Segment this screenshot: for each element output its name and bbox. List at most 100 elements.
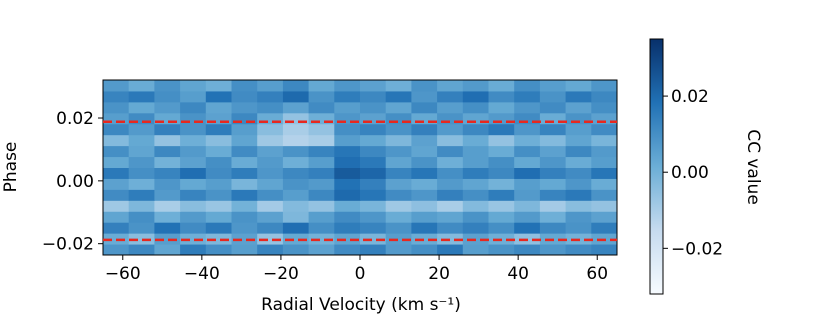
heatmap-cell [488,200,515,212]
heatmap-cell [514,200,541,212]
heatmap-cell [128,134,155,147]
heatmap-cell [462,134,489,147]
x-tick-label: −60 [105,264,141,284]
heatmap-cell [360,244,387,256]
heatmap-cell [411,200,438,212]
colorbar-tick-label: 0.02 [671,87,709,107]
heatmap-cell [591,156,618,168]
heatmap-cell [360,222,387,234]
heatmap-cell [514,178,541,190]
heatmap-cell [103,80,130,92]
heatmap-cell [385,244,412,256]
heatmap-cell [154,123,181,136]
heatmap-cell [385,80,412,92]
heatmap-cell [514,211,541,223]
heatmap-cell [308,90,335,103]
heatmap-cell [539,101,567,114]
heatmap-cell [128,233,155,245]
y-tick-label: 0.02 [56,109,94,129]
heatmap-cell [231,90,258,103]
heatmap-cell [437,211,464,223]
heatmap-cell [514,134,541,147]
heatmap-cell [565,80,592,92]
heatmap-cell [205,134,232,147]
heatmap-cell [539,189,567,201]
heatmap-cell [591,134,618,147]
heatmap-cell [462,145,489,158]
heatmap-cell [154,145,181,158]
heatmap-cell [539,134,567,147]
heatmap-cell [360,200,387,212]
heatmap-cell [308,211,335,223]
heatmap-cell [103,156,130,168]
heatmap-cell [231,145,258,158]
heatmap-cell [334,167,361,179]
heatmap-cell [514,167,541,179]
heatmap-cell [565,178,592,190]
heatmap-cell [308,156,335,168]
heatmap-cell [437,101,464,114]
heatmap-cell [411,178,438,190]
heatmap-cell [462,178,489,190]
heatmap-cell [488,123,515,136]
heatmap-cell [360,178,387,190]
heatmap-cell [539,90,567,103]
heatmap-cell [154,244,181,256]
heatmap-cell [565,222,592,234]
heatmap-cell [257,123,284,136]
heatmap-cell [128,145,155,158]
heatmap-cell [437,123,464,136]
colorbar-tick-label: 0.00 [671,163,709,183]
heatmap-cell [308,101,335,114]
heatmap-cell [385,167,412,179]
heatmap-cell [282,123,310,136]
heatmap-cell [591,244,618,256]
heatmap-cell [205,178,232,190]
heatmap-cell [565,145,592,158]
y-axis-label: Phase [1,142,21,193]
heatmap-cell [591,80,618,92]
heatmap-cell [282,90,310,103]
heatmap-cell [180,222,207,234]
y-tick-label: 0.00 [56,172,94,192]
heatmap-cell [205,156,232,168]
heatmap-cell [205,101,232,114]
heatmap-cell [205,200,232,212]
heatmap-cell [154,222,181,234]
heatmap-cell [103,222,130,234]
heatmap-cell [154,90,181,103]
heatmap-cell [282,233,310,245]
heatmap-cell [591,211,618,223]
heatmap-cell [205,167,232,179]
heatmap [103,80,618,256]
heatmap-cell [128,178,155,190]
colorbar-label: CC value [743,129,763,205]
heatmap-cell [334,112,361,125]
heatmap-cell [334,156,361,168]
heatmap-cell [282,244,310,256]
heatmap-cell [154,178,181,190]
heatmap-cell [128,222,155,234]
heatmap-cell [308,123,335,136]
heatmap-cell [411,167,438,179]
heatmap-cell [514,189,541,201]
heatmap-cell [180,112,207,125]
heatmap-cell [360,156,387,168]
heatmap-cell [334,200,361,212]
heatmap-cell [591,123,618,136]
heatmap-cell [462,167,489,179]
heatmap-cell [437,244,464,256]
heatmap-cell [205,80,232,92]
heatmap-cell [360,112,387,125]
heatmap-cell [360,233,387,245]
heatmap-cell [308,244,335,256]
heatmap-cell [103,123,130,136]
heatmap-cell [565,134,592,147]
heatmap-cell [385,123,412,136]
heatmap-cell [462,189,489,201]
heatmap-cell [462,222,489,234]
heatmap-cell [514,90,541,103]
heatmap-cell [360,80,387,92]
heatmap-cell [334,244,361,256]
heatmap-cell [128,80,155,92]
